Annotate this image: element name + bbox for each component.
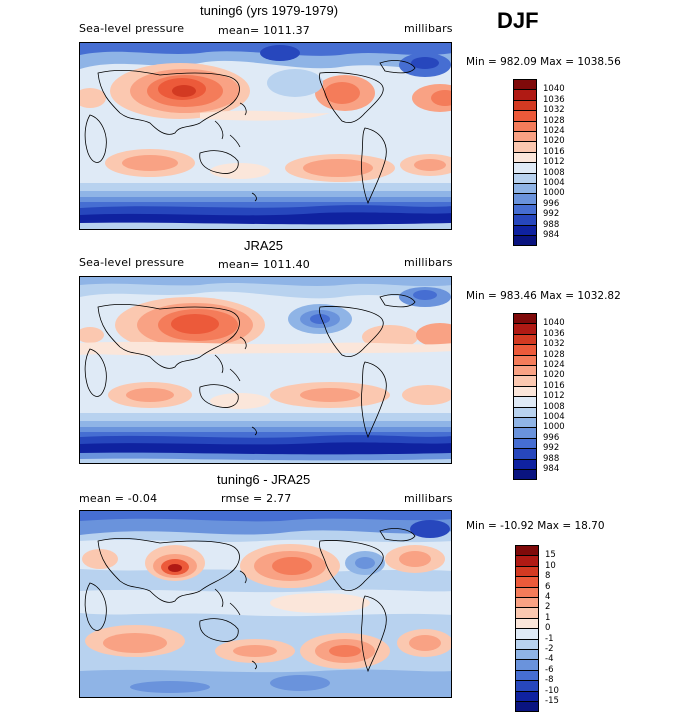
colorbar-label: 1024 [543, 126, 565, 136]
colorbar-label: 996 [543, 198, 560, 209]
colorbar-label: -4 [545, 654, 554, 665]
colorbar-label: 1 [545, 612, 551, 623]
panel-1-map [79, 42, 452, 230]
colorbar-label: 1004 [543, 178, 565, 188]
panel-1-mean-label: mean= 1011.37 [218, 24, 310, 37]
colorbar-label: 988 [543, 453, 560, 464]
colorbar-label: 1040 [543, 318, 565, 329]
colorbar-label: 1004 [543, 412, 565, 422]
colorbar-label: -10 [545, 685, 559, 696]
colorbar-label: -8 [545, 675, 554, 686]
colorbar-label: 1028 [543, 115, 565, 126]
panel-1-units-label: millibars [404, 22, 453, 35]
panel-1-variable-label: Sea-level pressure [79, 22, 185, 35]
panel-3-minmax: Min = -10.92 Max = 18.70 [466, 520, 605, 532]
panel-2-title: JRA25 [244, 238, 284, 253]
panel-3-title: tuning6 - JRA25 [217, 472, 311, 487]
colorbar-label: 1012 [543, 391, 565, 402]
colorbar-label: 1036 [543, 94, 565, 105]
panel-2-minmax: Min = 983.46 Max = 1032.82 [466, 290, 621, 302]
panel-2-units-label: millibars [404, 256, 453, 269]
panel-3-map [79, 510, 452, 698]
panel-1-minmax: Min = 982.09 Max = 1038.56 [466, 56, 621, 68]
colorbar-label: 4 [545, 592, 551, 602]
colorbar-label: 15 [545, 550, 556, 561]
panel-1-map-canvas [80, 43, 451, 229]
colorbar-label: 1016 [543, 146, 565, 157]
colorbar-label: 1028 [543, 349, 565, 360]
colorbar-label: 992 [543, 443, 560, 454]
colorbar-label: 10 [545, 560, 556, 571]
colorbar-label: 8 [545, 571, 551, 582]
colorbar-label: -1 [545, 633, 554, 644]
colorbar-swatch [513, 235, 537, 247]
panel-2-mean-label: mean= 1011.40 [218, 258, 310, 271]
colorbar-label: 0 [545, 623, 551, 634]
panel-2-map [79, 276, 452, 464]
colorbar-label: 1000 [543, 422, 565, 433]
panel-3-units-label: millibars [404, 492, 453, 505]
colorbar-label: 1012 [543, 157, 565, 168]
colorbar-label: 1000 [543, 188, 565, 199]
colorbar-label: 988 [543, 219, 560, 230]
colorbar-label: 1020 [543, 370, 565, 381]
panel-3-map-canvas [80, 511, 451, 697]
colorbar-label: 984 [543, 230, 560, 240]
colorbar-swatch [513, 469, 537, 481]
colorbar-label: 1032 [543, 105, 565, 116]
colorbar-label: 1008 [543, 401, 565, 412]
colorbar-label: 984 [543, 464, 560, 474]
panel-3-rmse-label: rmse = 2.77 [221, 492, 292, 505]
panel-2-variable-label: Sea-level pressure [79, 256, 185, 269]
colorbar-label: 1016 [543, 380, 565, 391]
colorbar-label: 1036 [543, 328, 565, 339]
colorbar-label: 1040 [543, 84, 565, 95]
colorbar-label: 1024 [543, 360, 565, 370]
colorbar-label: 6 [545, 581, 551, 592]
colorbar-label: 1020 [543, 136, 565, 147]
colorbar-label: 2 [545, 602, 551, 613]
panel-3-mean-label: mean = -0.04 [79, 492, 158, 505]
colorbar-label: 992 [543, 209, 560, 220]
colorbar-label: -15 [545, 696, 559, 706]
colorbar-label: -2 [545, 644, 554, 654]
colorbar-label: 996 [543, 432, 560, 443]
colorbar-label: 1032 [543, 339, 565, 350]
colorbar-swatch [515, 701, 539, 712]
season-label: DJF [497, 8, 539, 33]
panel-2-map-canvas [80, 277, 451, 463]
colorbar-label: 1008 [543, 167, 565, 178]
panel-1-title: tuning6 (yrs 1979-1979) [200, 3, 339, 18]
colorbar-label: -6 [545, 664, 554, 675]
